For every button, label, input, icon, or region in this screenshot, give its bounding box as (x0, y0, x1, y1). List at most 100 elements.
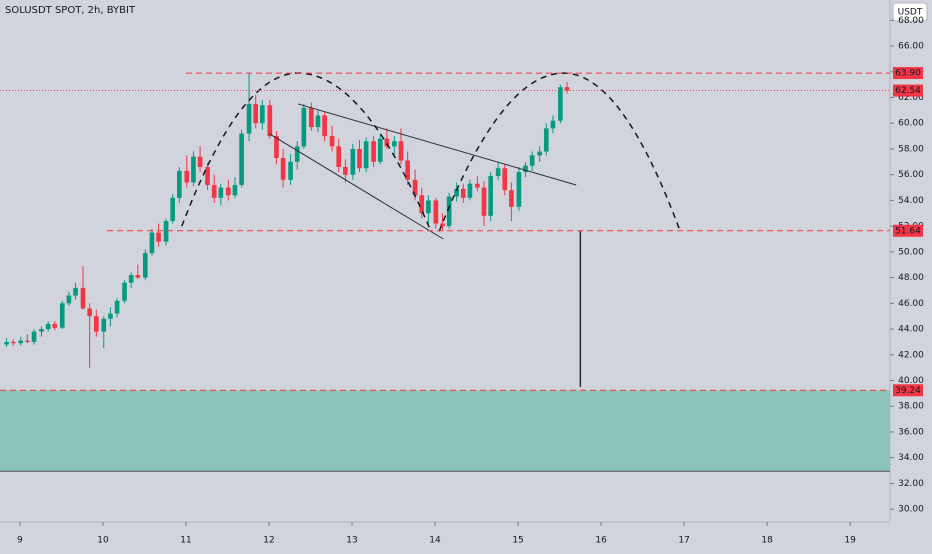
candle-body (114, 300, 120, 314)
chart-title: SOLUSDT SPOT, 2h, BYBIT (5, 5, 136, 16)
candle-body (329, 136, 335, 147)
candle-body (80, 287, 86, 309)
level-label: 39.24 (895, 386, 921, 396)
candle-body (122, 282, 127, 301)
candle-body (280, 157, 286, 180)
candle-body (467, 183, 473, 198)
candle-body (239, 133, 244, 185)
candle-body (128, 275, 134, 283)
candle-body (191, 156, 196, 183)
candle-body (440, 223, 445, 227)
x-tick-label: 11 (180, 536, 191, 546)
candle-body (392, 141, 397, 147)
y-tick-label: 62.00 (898, 93, 924, 103)
candle-body (142, 253, 148, 278)
candle-body (371, 141, 376, 162)
candle-body (543, 128, 549, 152)
candle-body (523, 165, 528, 173)
candle-body (446, 196, 452, 227)
y-tick-label: 32.00 (898, 479, 924, 489)
level-box (893, 384, 923, 397)
candle-body (412, 179, 418, 196)
candle-body (52, 323, 58, 328)
x-tick-label: 14 (429, 536, 441, 546)
y-tick-label: 36.00 (898, 427, 924, 437)
candle-body (294, 146, 300, 162)
candle-body (253, 103, 259, 124)
y-tick-label: 58.00 (898, 144, 924, 154)
candle-body (502, 168, 508, 191)
candle-body (460, 188, 466, 198)
candle-body (25, 340, 30, 342)
candle-body (475, 183, 480, 188)
candle-body (322, 115, 327, 137)
candle-body (377, 138, 383, 162)
candle-body (108, 313, 113, 319)
y-tick-label: 46.00 (898, 299, 924, 309)
candle-body (350, 148, 356, 175)
candle-body (163, 220, 169, 242)
candle-body (357, 148, 362, 169)
y-tick-label: 42.00 (898, 350, 924, 360)
candle-body (309, 107, 314, 128)
x-tick-label: 17 (678, 536, 689, 546)
candle-body (488, 175, 493, 216)
arc-projection (438, 72, 681, 232)
candle-body (550, 120, 556, 129)
plot-area (0, 72, 890, 472)
y-tick-label: 68.00 (898, 16, 924, 26)
y-tick-label: 34.00 (898, 453, 924, 463)
candle-body (246, 103, 252, 134)
candle-body (211, 184, 217, 198)
candle-body (509, 190, 514, 207)
trend-line (268, 133, 444, 240)
candle-body (218, 187, 224, 198)
candle-body (537, 151, 542, 156)
currency-button[interactable] (892, 2, 928, 22)
candle-body (45, 323, 51, 330)
candle-body (170, 197, 176, 221)
candle-body (454, 188, 459, 197)
x-tick-label: 15 (512, 536, 523, 546)
candle-body (558, 87, 563, 121)
candle-body (529, 155, 535, 166)
y-tick-label: 38.00 (898, 402, 924, 412)
candle-body (10, 341, 16, 344)
y-tick-label: 60.00 (898, 119, 924, 129)
candle-body (232, 184, 238, 196)
candle-body (260, 105, 265, 124)
candle-body (267, 105, 273, 137)
x-tick-label: 10 (97, 536, 109, 546)
level-label: 51.64 (895, 226, 921, 236)
y-tick-label: 40.00 (898, 376, 924, 386)
y-tick-label: 54.00 (898, 196, 924, 206)
candle-body (336, 146, 342, 167)
y-tick-label: 56.00 (898, 170, 924, 180)
y-tick-label: 30.00 (898, 505, 924, 515)
candle-body (184, 170, 190, 183)
candle-body (274, 136, 279, 158)
candle-body (177, 170, 182, 198)
x-tick-label: 16 (595, 536, 607, 546)
candle-body (495, 168, 501, 176)
support-zone (0, 390, 890, 472)
candle-body (197, 156, 203, 167)
candle-body (398, 141, 404, 161)
last-price-box (893, 84, 923, 97)
x-tick-label: 12 (263, 536, 274, 546)
candle-body (426, 200, 431, 214)
candle-body (301, 107, 307, 147)
candle-body (433, 200, 439, 224)
candle-body (73, 287, 78, 296)
x-tick-label: 13 (346, 536, 357, 546)
trend-line (297, 103, 577, 186)
candle-body (225, 187, 231, 196)
currency-label[interactable]: USDT (898, 8, 923, 18)
candle-body (93, 316, 99, 332)
candle-body (205, 166, 210, 185)
y-tick-label: 48.00 (898, 273, 924, 283)
candle-body (363, 141, 369, 169)
candle-body (516, 172, 522, 207)
candle-body (18, 340, 24, 344)
